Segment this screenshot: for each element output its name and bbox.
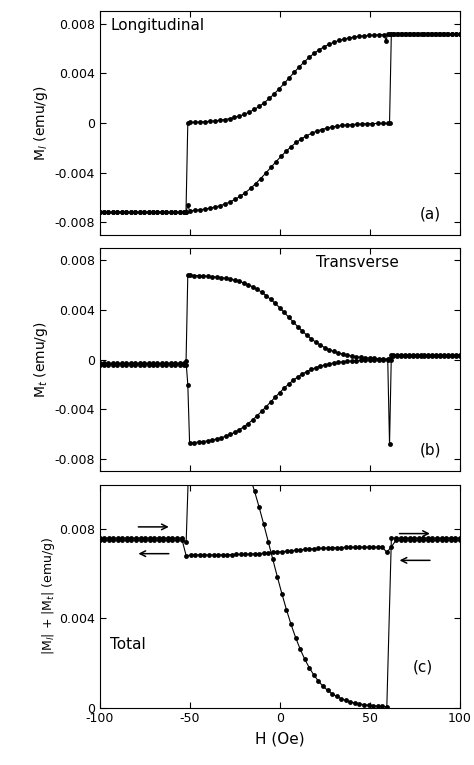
Y-axis label: M$_l$ (emu/g): M$_l$ (emu/g) <box>32 85 50 161</box>
Text: (a): (a) <box>420 207 441 221</box>
Y-axis label: M$_t$ (emu/g): M$_t$ (emu/g) <box>32 321 50 398</box>
X-axis label: H (Oe): H (Oe) <box>255 731 304 746</box>
Text: Longitudinal: Longitudinal <box>110 18 204 33</box>
Text: (b): (b) <box>420 443 442 457</box>
Text: (c): (c) <box>413 659 433 674</box>
Y-axis label: |M$_l$| + |M$_t$| (emu/g): |M$_l$| + |M$_t$| (emu/g) <box>40 537 57 655</box>
Text: Total: Total <box>110 636 146 652</box>
Text: Transverse: Transverse <box>316 255 399 270</box>
